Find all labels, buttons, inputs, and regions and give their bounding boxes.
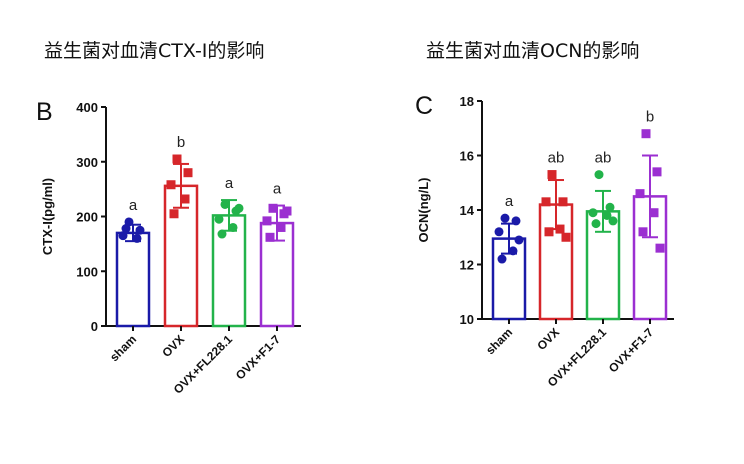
chart-c-data-point [605, 202, 615, 212]
chart-b-y-tick-label: 400 [76, 100, 98, 115]
chart-c-y-tick-label: 10 [460, 312, 474, 327]
chart-c-data-point [558, 197, 568, 207]
chart-b-data-point [282, 206, 292, 216]
chart-b-x-tick-label: sham [107, 332, 139, 364]
chart-c-y-axis-label: OCN(ng/L) [416, 178, 431, 243]
chart-c-data-point [541, 197, 551, 207]
chart-b-y-tick-label: 0 [91, 319, 98, 334]
chart-b-data-point [180, 194, 190, 204]
chart-c-data-point [602, 210, 612, 220]
chart-b-data-point [262, 216, 272, 226]
chart-b-y-tick-label: 300 [76, 155, 98, 170]
chart-b-data-point [234, 203, 244, 213]
chart-b-panel-label: B [36, 98, 53, 126]
chart-c-significance-letter: b [646, 109, 654, 126]
chart-b-data-point [166, 180, 176, 190]
chart-c-data-point [591, 219, 601, 229]
chart-c-data-point [649, 208, 659, 218]
chart-b-data-point [228, 222, 238, 232]
chart-c-y-tick-label: 12 [460, 258, 474, 273]
chart-b-significance-letter: a [129, 197, 138, 214]
chart-b-significance-letter: a [225, 175, 234, 192]
chart-c-x-tick-label: OVX+F1-7 [606, 325, 656, 375]
chart-b-data-point [172, 154, 182, 164]
chart-c-x-tick-label: OVX [534, 325, 562, 353]
chart-c-significance-letter: ab [548, 150, 565, 167]
chart-c-x-tick-label: sham [483, 325, 515, 357]
chart-b-y-tick-label: 200 [76, 210, 98, 225]
chart-b-bar [115, 231, 151, 328]
chart-b-data-point [121, 224, 131, 234]
chart-b-data-point [118, 231, 128, 241]
chart-c-data-point [641, 129, 651, 139]
chart-b-data-point [132, 233, 142, 243]
chart-b-y-tick-label: 100 [76, 264, 98, 279]
chart-c-y-tick-label: 18 [460, 94, 474, 109]
chart-c-data-point [511, 216, 521, 226]
chart-b-data-point [183, 168, 193, 178]
chart-c-data-point [652, 167, 662, 177]
chart-b-data-point [214, 214, 224, 224]
chart-c-data-point [544, 227, 554, 237]
chart-c-significance-letter: a [505, 193, 514, 210]
chart-c-data-point [500, 213, 510, 223]
chart-c-data-point [594, 170, 604, 180]
chart-b-bar [211, 214, 247, 328]
chart-c-heading: 益生菌对血清OCN的影响 [426, 40, 640, 62]
chart-b-x-tick-label: OVX [159, 332, 187, 360]
chart-c-y-tick-label: 14 [460, 203, 475, 218]
chart-c-data-point [655, 243, 665, 253]
chart-b-heading: 益生菌对血清CTX-I的影响 [44, 40, 265, 62]
chart-c-panel-label: C [415, 92, 433, 120]
chart-b-data-point [268, 203, 278, 213]
chart-c-data-point [514, 235, 524, 245]
chart-c-significance-letter: ab [595, 150, 612, 167]
chart-c-data-point [561, 232, 571, 242]
chart-c-data-point [547, 170, 557, 180]
chart-b: B 0 100 200 300 400 CTX-I(pg/ml) a sham b OVX a OVX+… [36, 98, 301, 397]
chart-b-data-point [276, 222, 286, 232]
chart-b-data-point [135, 225, 145, 235]
chart-b-data-point [220, 199, 230, 209]
chart-b-data-point [169, 209, 179, 219]
chart-c-data-point [608, 216, 618, 226]
chart-c-data-point [588, 208, 598, 218]
chart-c-data-point [494, 227, 504, 237]
chart-b-significance-letter: b [177, 134, 185, 151]
chart-c-data-point [508, 246, 518, 256]
chart-c-data-point [638, 227, 648, 237]
chart-c-y-tick-label: 16 [460, 149, 474, 164]
chart-b-significance-letter: a [273, 181, 282, 198]
chart-b-data-point [217, 229, 227, 239]
chart-b-data-point [265, 232, 275, 242]
chart-b-y-axis-label: CTX-I(pg/ml) [40, 178, 55, 255]
chart-b-x-tick-label: OVX+F1-7 [233, 332, 283, 382]
chart-c-data-point [555, 224, 565, 234]
chart-c-data-point [497, 254, 507, 264]
chart-c-data-point [635, 189, 645, 199]
